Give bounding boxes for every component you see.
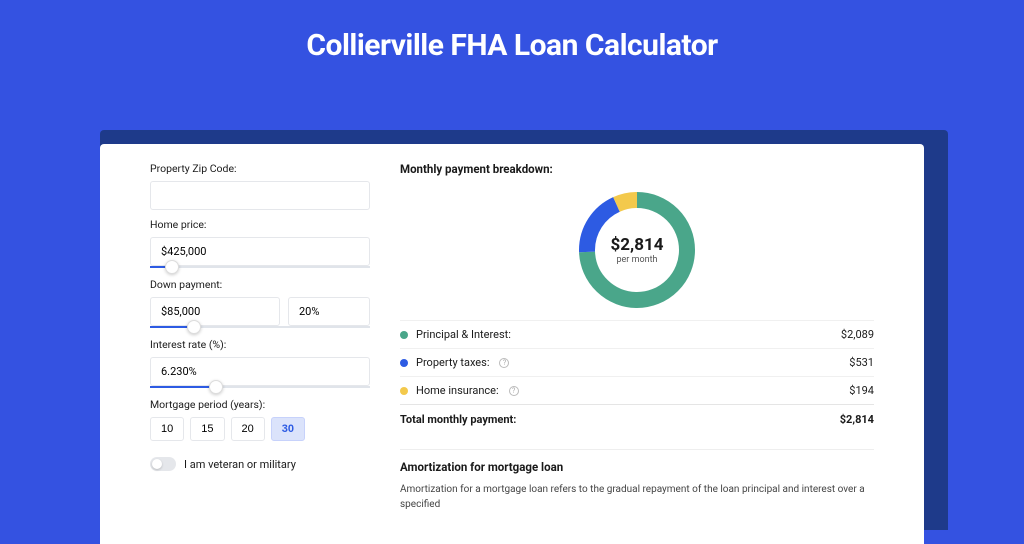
legend-label: Home insurance: (416, 384, 499, 397)
donut-amount: $2,814 (611, 235, 664, 255)
amortization-title: Amortization for mortgage loan (400, 460, 874, 474)
donut-chart-container: $2,814 per month (400, 190, 874, 310)
interest-rate-field: Interest rate (%): (150, 338, 370, 388)
legend: Principal & Interest: $2,089 Property taxe… (400, 320, 874, 433)
inputs-column: Property Zip Code: Home price: Down paym… (100, 144, 390, 544)
interest-rate-input[interactable] (150, 357, 370, 386)
veteran-row: I am veteran or military (150, 457, 370, 471)
legend-value: $2,089 (841, 328, 874, 341)
legend-value: $194 (849, 384, 874, 397)
breakdown-title: Monthly payment breakdown: (400, 162, 874, 182)
period-btn-15[interactable]: 15 (190, 417, 224, 441)
down-payment-label: Down payment: (150, 278, 370, 291)
slider-thumb[interactable] (187, 320, 201, 334)
veteran-toggle[interactable] (150, 457, 176, 471)
calculator-card: Property Zip Code: Home price: Down paym… (100, 144, 924, 544)
zip-field: Property Zip Code: (150, 162, 370, 210)
legend-value: $531 (849, 356, 874, 369)
legend-row: Property taxes:? $531 (400, 348, 874, 376)
amortization-text: Amortization for a mortgage loan refers … (400, 482, 874, 512)
home-price-label: Home price: (150, 218, 370, 231)
legend-total-value: $2,814 (840, 413, 874, 426)
home-price-input[interactable] (150, 237, 370, 266)
legend-dot (400, 387, 408, 395)
breakdown-column: Monthly payment breakdown: $2,814 per mo… (390, 144, 924, 544)
period-btn-10[interactable]: 10 (150, 417, 184, 441)
slider-thumb[interactable] (209, 380, 223, 394)
period-btn-20[interactable]: 20 (231, 417, 265, 441)
mortgage-period-field: Mortgage period (years): 1015 2030 (150, 398, 370, 441)
mortgage-period-label: Mortgage period (years): (150, 398, 370, 411)
legend-dot (400, 331, 408, 339)
legend-label: Principal & Interest: (416, 328, 511, 341)
legend-total-row: Total monthly payment: $2,814 (400, 404, 874, 433)
interest-rate-label: Interest rate (%): (150, 338, 370, 351)
page-title: Collierville FHA Loan Calculator (0, 0, 1024, 75)
down-payment-slider[interactable] (150, 326, 370, 328)
zip-input[interactable] (150, 181, 370, 210)
info-icon[interactable]: ? (509, 386, 519, 396)
home-price-slider[interactable] (150, 266, 370, 268)
info-icon[interactable]: ? (499, 358, 509, 368)
veteran-label: I am veteran or military (184, 458, 296, 471)
amortization-section: Amortization for mortgage loan Amortizat… (400, 449, 874, 512)
interest-rate-slider[interactable] (150, 386, 370, 388)
legend-label: Property taxes: (416, 356, 489, 369)
donut-chart: $2,814 per month (577, 190, 697, 310)
legend-row: Principal & Interest: $2,089 (400, 320, 874, 348)
zip-label: Property Zip Code: (150, 162, 370, 175)
home-price-field: Home price: (150, 218, 370, 268)
down-payment-percent-input[interactable] (288, 297, 370, 326)
legend-row: Home insurance:? $194 (400, 376, 874, 404)
down-payment-amount-input[interactable] (150, 297, 280, 326)
legend-dot (400, 359, 408, 367)
legend-total-label: Total monthly payment: (400, 413, 516, 426)
slider-thumb[interactable] (165, 260, 179, 274)
donut-center: $2,814 per month (577, 190, 697, 310)
period-btn-30[interactable]: 30 (271, 417, 305, 441)
down-payment-field: Down payment: (150, 278, 370, 328)
period-buttons: 1015 2030 (150, 417, 370, 441)
donut-sub: per month (616, 255, 657, 265)
